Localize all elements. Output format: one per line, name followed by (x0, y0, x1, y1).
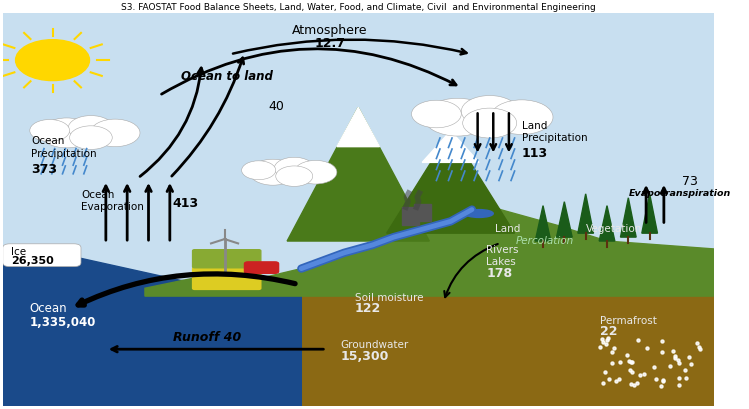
Polygon shape (642, 194, 658, 234)
Text: 40: 40 (269, 100, 285, 112)
Circle shape (294, 161, 337, 184)
Text: 15,300: 15,300 (341, 350, 389, 362)
Polygon shape (620, 198, 636, 238)
Text: 26,350: 26,350 (11, 255, 54, 265)
FancyBboxPatch shape (244, 262, 279, 274)
Text: 73: 73 (682, 174, 697, 187)
Text: 373: 373 (31, 162, 57, 175)
Polygon shape (536, 206, 551, 241)
Polygon shape (578, 194, 593, 234)
Text: 1,335,040: 1,335,040 (30, 315, 96, 328)
Text: 113: 113 (522, 147, 548, 160)
Circle shape (68, 116, 114, 142)
Polygon shape (422, 132, 479, 163)
Text: 413: 413 (172, 196, 198, 209)
Polygon shape (3, 288, 714, 406)
Circle shape (491, 101, 553, 135)
Circle shape (274, 158, 314, 180)
Ellipse shape (465, 210, 494, 218)
Polygon shape (557, 202, 572, 238)
Polygon shape (145, 187, 714, 297)
Text: Groundwater: Groundwater (341, 339, 409, 349)
Polygon shape (599, 206, 615, 241)
Bar (402, 208, 419, 225)
FancyBboxPatch shape (192, 268, 261, 290)
Text: Evapotranspiration: Evapotranspiration (628, 188, 730, 197)
Circle shape (30, 120, 70, 142)
Text: Ocean: Ocean (30, 302, 67, 315)
Text: Ice: Ice (11, 246, 26, 256)
Text: 178: 178 (486, 266, 512, 279)
Text: 22: 22 (600, 324, 617, 337)
Text: Ocean
Evaporation: Ocean Evaporation (81, 189, 144, 211)
Text: Ocean to land: Ocean to land (181, 70, 273, 83)
Bar (413, 204, 431, 222)
Text: 12.7: 12.7 (315, 37, 345, 50)
Circle shape (463, 109, 517, 139)
Text: Land
Precipitation: Land Precipitation (522, 120, 587, 143)
Title: S3. FAOSTAT Food Balance Sheets, Land, Water, Food, and Climate, Civil  and Envi: S3. FAOSTAT Food Balance Sheets, Land, W… (121, 3, 595, 12)
Polygon shape (3, 257, 301, 406)
Circle shape (40, 119, 94, 148)
Circle shape (276, 166, 313, 187)
Text: Runoff 40: Runoff 40 (173, 330, 242, 343)
Text: Soil moisture: Soil moisture (354, 292, 423, 302)
Circle shape (461, 96, 518, 128)
Circle shape (424, 99, 492, 137)
Circle shape (16, 40, 89, 81)
FancyBboxPatch shape (192, 250, 261, 268)
Polygon shape (337, 108, 380, 147)
Text: Permafrost: Permafrost (600, 315, 657, 325)
Text: 122: 122 (354, 301, 381, 314)
Circle shape (70, 126, 112, 150)
Text: Land: Land (494, 224, 520, 234)
FancyBboxPatch shape (3, 244, 81, 267)
Circle shape (411, 101, 461, 128)
Text: Vegetation: Vegetation (586, 224, 642, 234)
Circle shape (242, 162, 276, 180)
Polygon shape (287, 108, 429, 241)
Text: Percolation: Percolation (516, 236, 574, 246)
Circle shape (249, 160, 297, 186)
Text: Rivers
Lakes: Rivers Lakes (486, 244, 518, 266)
Circle shape (90, 120, 140, 147)
Text: Ocean
Precipitation: Ocean Precipitation (31, 136, 97, 158)
Text: Atmosphere: Atmosphere (292, 24, 368, 37)
Polygon shape (386, 132, 515, 234)
